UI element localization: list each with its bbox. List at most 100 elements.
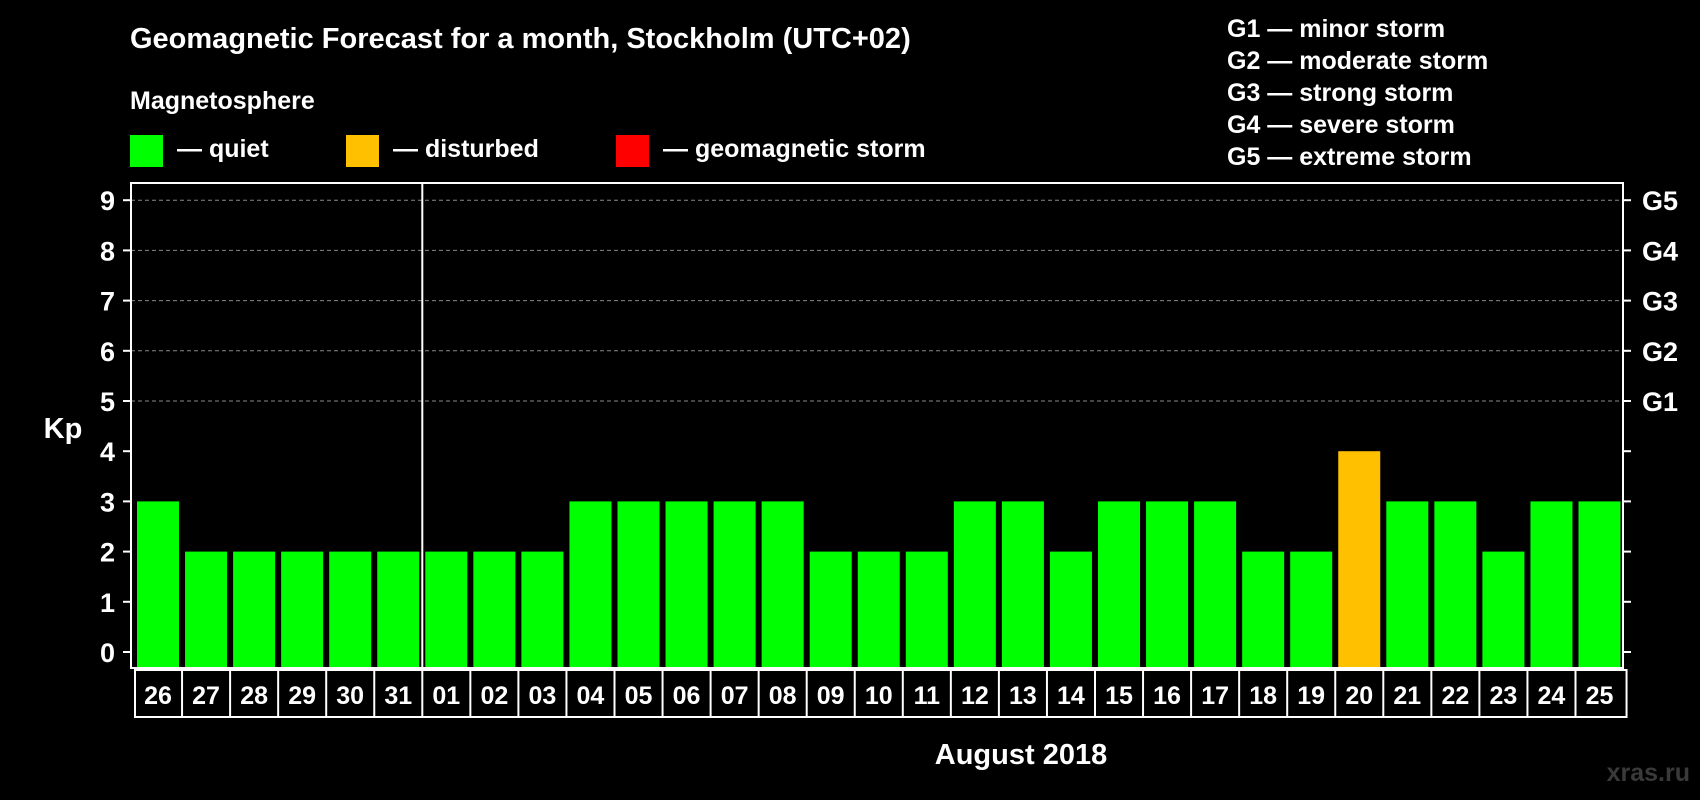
day-label-30: 30: [336, 682, 364, 710]
bar-day-22: [1434, 501, 1477, 667]
storm-scale-g1: G1 — minor storm: [1227, 15, 1445, 43]
day-label-15: 15: [1105, 682, 1133, 710]
right-axis-label-g5: G5: [1642, 186, 1678, 216]
day-label-12: 12: [961, 682, 989, 710]
bar-day-17: [1194, 501, 1237, 667]
right-axis-label-g1: G1: [1642, 387, 1678, 417]
right-axis-label-g2: G2: [1642, 337, 1678, 367]
day-label-16: 16: [1153, 682, 1181, 710]
y-tick-label-3: 3: [100, 487, 115, 517]
y-tick-label-0: 0: [100, 638, 115, 668]
status-legend: — quiet — disturbed — geomagnetic storm: [130, 135, 926, 167]
right-axis-storm-levels: G1 G2 G3 G4 G5: [1642, 186, 1678, 417]
legend-swatch-quiet: [130, 135, 163, 167]
bar-day-04: [569, 501, 612, 667]
bar-day-25: [1578, 501, 1621, 667]
day-label-23: 23: [1489, 682, 1517, 710]
day-label-31: 31: [384, 682, 412, 710]
bar-day-11: [905, 551, 948, 667]
day-label-29: 29: [288, 682, 316, 710]
bar-day-01: [425, 551, 468, 667]
day-label-27: 27: [192, 682, 220, 710]
magnetosphere-subtitle: Magnetosphere: [130, 87, 315, 115]
storm-scale-legend: G1 — minor storm G2 — moderate storm G3 …: [1227, 15, 1488, 171]
day-label-08: 08: [769, 682, 797, 710]
day-label-18: 18: [1249, 682, 1277, 710]
day-label-03: 03: [528, 682, 556, 710]
y-tick-label-6: 6: [100, 337, 115, 367]
y-tick-label-8: 8: [100, 236, 115, 266]
x-axis-label: August 2018: [935, 739, 1107, 771]
y-tick-label-5: 5: [100, 387, 115, 417]
day-label-25: 25: [1586, 682, 1614, 710]
bar-day-31: [377, 551, 420, 667]
day-label-row-border: [134, 669, 1628, 718]
day-label-19: 19: [1297, 682, 1325, 710]
bar-day-26: [137, 501, 179, 667]
plot-frame: [130, 182, 1624, 669]
legend-swatch-disturbed: [346, 135, 379, 167]
bar-day-10: [857, 551, 900, 667]
day-label-22: 22: [1441, 682, 1469, 710]
bar-day-20: [1338, 451, 1381, 667]
bar-day-23: [1482, 551, 1525, 667]
bar-day-21: [1386, 501, 1429, 667]
day-label-14: 14: [1057, 682, 1085, 710]
day-label-20: 20: [1345, 682, 1373, 710]
bar-day-02: [473, 551, 516, 667]
chart-title: Geomagnetic Forecast for a month, Stockh…: [130, 23, 911, 55]
day-label-17: 17: [1201, 682, 1229, 710]
bar-day-06: [665, 501, 708, 667]
x-axis-day-labels: 26 27 28 29 30 31 01 02 03 04 05 06 07 08 09 10 11 12 13 14…: [134, 669, 1628, 718]
bar-day-16: [1146, 501, 1189, 667]
bar-day-12: [953, 501, 996, 667]
bar-day-29: [281, 551, 324, 667]
day-label-09: 09: [817, 682, 845, 710]
y-tick-label-1: 1: [100, 588, 115, 618]
y-axis-ticks: 0 1 2 3 4 5 6 7 8 9: [100, 186, 1631, 668]
bar-day-03: [521, 551, 564, 667]
day-label-28: 28: [240, 682, 268, 710]
bar-day-27: [185, 551, 228, 667]
bar-day-07: [713, 501, 756, 667]
bar-day-28: [233, 551, 276, 667]
bar-day-13: [1001, 501, 1044, 667]
day-label-04: 04: [577, 682, 605, 710]
bar-day-14: [1049, 551, 1092, 667]
legend-swatch-storm: [616, 135, 649, 167]
storm-scale-g2: G2 — moderate storm: [1227, 47, 1488, 75]
day-label-10: 10: [865, 682, 893, 710]
bar-day-18: [1242, 551, 1285, 667]
day-label-21: 21: [1393, 682, 1421, 710]
day-label-01: 01: [432, 682, 460, 710]
day-label-13: 13: [1009, 682, 1037, 710]
watermark: xras.ru: [1607, 759, 1690, 787]
bar-day-24: [1530, 501, 1573, 667]
right-axis-label-g3: G3: [1642, 287, 1678, 317]
y-tick-label-2: 2: [100, 538, 115, 568]
day-label-07: 07: [721, 682, 749, 710]
storm-scale-g3: G3 — strong storm: [1227, 79, 1453, 107]
storm-scale-g5: G5 — extreme storm: [1227, 143, 1472, 171]
bar-day-19: [1290, 551, 1333, 667]
y-tick-label-4: 4: [100, 437, 115, 467]
legend-label-storm: — geomagnetic storm: [663, 135, 926, 163]
day-label-26: 26: [144, 682, 172, 710]
bar-day-30: [329, 551, 372, 667]
bar-day-15: [1098, 501, 1140, 667]
day-label-05: 05: [625, 682, 653, 710]
y-tick-label-9: 9: [100, 186, 115, 216]
y-axis-label: Kp: [44, 413, 83, 445]
legend-label-quiet: — quiet: [177, 135, 269, 163]
bar-day-05: [617, 501, 660, 667]
right-axis-label-g4: G4: [1642, 236, 1678, 266]
day-label-24: 24: [1538, 682, 1566, 710]
plot-border: [130, 182, 1624, 669]
bar-day-09: [809, 551, 852, 667]
y-tick-label-7: 7: [100, 287, 115, 317]
bar-day-08: [761, 501, 804, 667]
day-label-02: 02: [480, 682, 508, 710]
grid-lines: [131, 199, 1623, 402]
bar-series: [137, 451, 1621, 667]
